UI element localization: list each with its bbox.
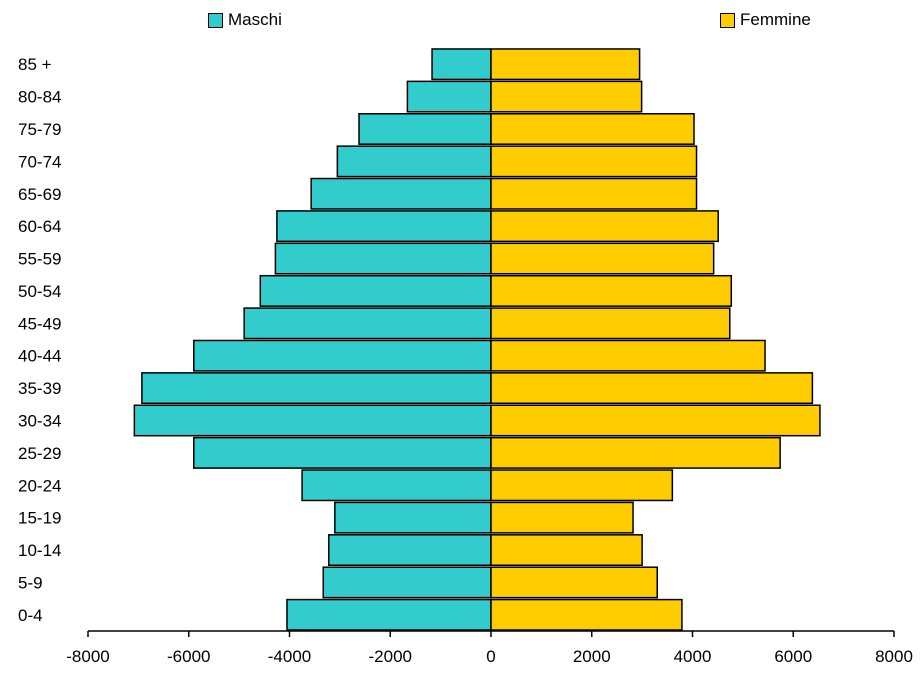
bar-femmine-65-69: [490, 177, 698, 210]
y-tick-label: 60-64: [18, 217, 61, 236]
bar-femmine-45-49: [490, 307, 731, 340]
x-tick-label: 8000: [875, 647, 913, 666]
y-tick-label: 55-59: [18, 250, 61, 269]
bar-femmine-25-29: [490, 436, 781, 469]
bar-maschi-15-19: [334, 501, 492, 534]
bar-maschi-60-64: [276, 210, 492, 243]
bar-femmine-50-54: [490, 274, 733, 307]
bar-femmine-30-34: [490, 404, 821, 437]
y-tick-label: 35-39: [18, 379, 61, 398]
legend-label-femmine: Femmine: [740, 10, 811, 29]
x-tick-label: -4000: [268, 647, 311, 666]
y-tick-label: 70-74: [18, 152, 61, 171]
y-tick-label: 10-14: [18, 541, 61, 560]
x-axis-labels: -8000 -6000 -4000 -2000 0 2000 4000 6000 8000: [66, 647, 913, 666]
x-tick-label: -2000: [369, 647, 412, 666]
bar-maschi-40-44: [193, 339, 492, 372]
bar-maschi-10-14: [328, 534, 492, 567]
bar-femmine-15-19: [490, 501, 634, 534]
bar-femmine-85plus: [490, 48, 641, 81]
x-tick-label: -8000: [66, 647, 109, 666]
bar-maschi-80-84: [406, 80, 492, 113]
bar-maschi-25-29: [193, 436, 492, 469]
legend-swatch-maschi: [208, 12, 223, 28]
x-tick-label: 2000: [573, 647, 611, 666]
bar-maschi-65-69: [310, 177, 492, 210]
bar-femmine-5-9: [490, 566, 658, 599]
bar-maschi-20-24: [301, 469, 492, 502]
bar-maschi-5-9: [322, 566, 492, 599]
x-tick-label: 0: [486, 647, 495, 666]
y-tick-label: 40-44: [18, 347, 61, 366]
legend-swatch-femmine: [720, 12, 735, 28]
bar-maschi-30-34: [133, 404, 492, 437]
bar-femmine-70-74: [490, 145, 698, 178]
x-tick-label: 6000: [774, 647, 812, 666]
bar-femmine-75-79: [490, 112, 695, 145]
y-tick-label: 65-69: [18, 185, 61, 204]
x-axis: [87, 630, 895, 637]
y-tick-label: 50-54: [18, 282, 61, 301]
bar-femmine-40-44: [490, 339, 766, 372]
y-tick-label: 15-19: [18, 509, 61, 528]
y-tick-label: 20-24: [18, 476, 61, 495]
legend-item-maschi: Maschi: [208, 10, 282, 30]
legend-item-femmine: Femmine: [720, 10, 811, 30]
bar-maschi-70-74: [336, 145, 492, 178]
y-axis-labels: 0-4 5-9 10-14 15-19 20-24 25-29 30-34 35-39 40-4…: [18, 55, 61, 625]
bar-maschi-35-39: [141, 372, 492, 405]
x-tick-label: 4000: [674, 647, 712, 666]
bar-femmine-10-14: [490, 534, 643, 567]
bar-maschi-85plus: [431, 48, 492, 81]
bar-femmine-0-4: [490, 598, 683, 631]
y-tick-label: 5-9: [18, 573, 43, 592]
y-tick-label: 85 +: [18, 55, 52, 74]
y-tick-label: 75-79: [18, 120, 61, 139]
bar-maschi-50-54: [259, 274, 492, 307]
y-tick-label: 25-29: [18, 444, 61, 463]
y-tick-label: 0-4: [18, 606, 43, 625]
legend-label-maschi: Maschi: [228, 10, 282, 29]
bar-femmine-55-59: [490, 242, 715, 275]
bar-maschi-45-49: [243, 307, 492, 340]
y-tick-label: 80-84: [18, 88, 61, 107]
x-tick-label: -6000: [167, 647, 210, 666]
bar-maschi-0-4: [286, 598, 492, 631]
bar-maschi-75-79: [358, 112, 492, 145]
y-tick-label: 45-49: [18, 314, 61, 333]
y-tick-label: 30-34: [18, 411, 61, 430]
bar-femmine-20-24: [490, 469, 674, 502]
bar-femmine-60-64: [490, 210, 719, 243]
bar-femmine-80-84: [490, 80, 643, 113]
bar-femmine-35-39: [490, 372, 814, 405]
bar-maschi-55-59: [274, 242, 492, 275]
bars-group: [133, 48, 821, 631]
